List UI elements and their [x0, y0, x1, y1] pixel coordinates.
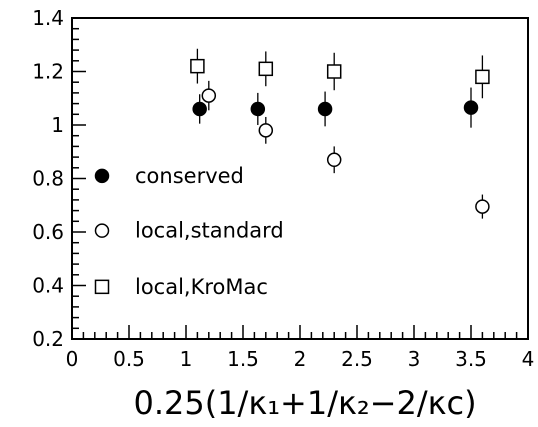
y-tick-label: 0.4 [32, 274, 64, 298]
legend-marker-open-circle [94, 223, 110, 238]
open-square-point [258, 61, 274, 77]
legend-marker-open-square [94, 279, 110, 295]
legend-label: conserved [135, 164, 244, 188]
open-circle-point [258, 123, 274, 138]
y-tick-label: 0.2 [32, 327, 64, 351]
x-tick-label: 0.5 [113, 347, 145, 371]
x-tick-label: 3.5 [455, 347, 487, 371]
open-square-point [475, 69, 490, 85]
x-tick-label: 2.5 [341, 347, 373, 371]
legend-marker-filled-circle [94, 168, 110, 184]
open-circle-point [201, 88, 217, 103]
x-tick-label: 4 [522, 347, 535, 371]
legend-label: local,standard [135, 219, 284, 243]
x-tick-labels: 0 0.5 1 1.5 2 2.5 3 3.5 4 [66, 347, 535, 371]
open-circle-point [326, 152, 342, 168]
filled-circle-point [317, 101, 333, 117]
filled-circle-point [192, 101, 207, 117]
open-circle-point [475, 199, 490, 214]
y-tick-label: 0.6 [32, 220, 64, 244]
legend: conserved local,standard local,KroMac [94, 164, 284, 299]
open-square-point [326, 64, 342, 79]
x-tick-label: 1 [180, 347, 193, 371]
filled-circle-point [463, 100, 479, 115]
axis-ticks [71, 17, 529, 340]
y-tick-label: 1 [51, 113, 64, 137]
data-marks [190, 48, 490, 219]
x-tick-label: 0 [66, 347, 79, 371]
x-tick-label: 3 [408, 347, 421, 371]
x-tick-label: 2 [294, 347, 307, 371]
x-axis-label: 0.25(1/κ₁+1/κ₂−2/κc) [133, 384, 476, 422]
y-tick-label: 0.8 [32, 167, 64, 191]
y-tick-labels: 0.2 0.4 0.6 0.8 1 1.2 1.4 [32, 6, 64, 351]
y-tick-label: 1.2 [32, 60, 64, 84]
x-tick-label: 1.5 [227, 347, 259, 371]
y-tick-label: 1.4 [32, 6, 64, 30]
legend-label: local,KroMac [135, 275, 268, 299]
filled-circle-point [250, 101, 266, 117]
open-square-point [190, 58, 205, 74]
